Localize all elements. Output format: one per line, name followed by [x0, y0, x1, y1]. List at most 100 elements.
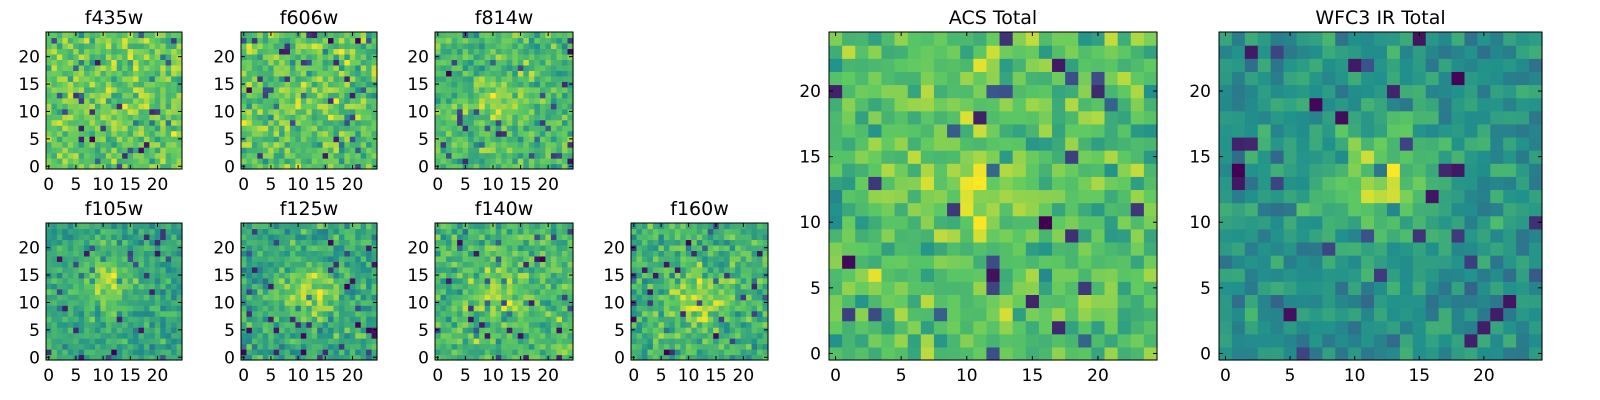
heatmap-cell — [435, 103, 442, 110]
heatmap-cell — [149, 75, 156, 82]
heatmap-cell — [360, 59, 367, 66]
heatmap-cell — [78, 272, 85, 279]
heatmap-cell — [658, 283, 665, 290]
heatmap-cell — [366, 147, 373, 154]
heatmap-cell — [724, 244, 731, 251]
heatmap-cell — [322, 239, 329, 246]
heatmap-cell — [457, 42, 464, 50]
heatmap-cell — [479, 114, 486, 121]
heatmap-cell — [440, 239, 447, 246]
heatmap-cell — [284, 305, 291, 312]
heatmap-cell — [328, 103, 335, 110]
heatmap-cell — [1052, 294, 1066, 309]
heatmap-cell — [360, 64, 367, 71]
heatmap-cell — [116, 53, 123, 60]
heatmap-cell — [262, 228, 269, 235]
heatmap-cell — [631, 343, 638, 350]
heatmap-cell — [907, 215, 922, 230]
heatmap-cell — [344, 327, 351, 334]
heatmap-cell — [446, 316, 453, 323]
heatmap-cell — [268, 86, 275, 93]
heatmap-cell — [490, 299, 497, 306]
heatmap-cell — [484, 32, 491, 39]
heatmap-cell — [462, 255, 469, 262]
heatmap-cell — [855, 202, 869, 217]
heatmap-cell — [641, 239, 649, 246]
heatmap-cell — [306, 130, 313, 137]
heatmap-cell — [171, 42, 178, 50]
heatmap-cell — [534, 42, 541, 50]
heatmap-cell — [165, 125, 172, 132]
heatmap-cell — [73, 343, 80, 350]
heatmap-cell — [479, 97, 486, 104]
heatmap-cell — [435, 239, 442, 246]
heatmap-cell — [468, 119, 475, 126]
heatmap-cell — [67, 354, 74, 361]
heatmap-cell — [702, 310, 709, 317]
heatmap-cell — [517, 108, 524, 115]
heatmap-cell — [523, 92, 530, 99]
heatmap-cell — [829, 268, 843, 282]
heatmap-cell — [306, 59, 313, 66]
heatmap-cell — [111, 141, 118, 148]
heatmap-cell — [78, 152, 85, 159]
heatmap-cell — [999, 228, 1014, 243]
y-tick-label: 15 — [18, 75, 40, 95]
heatmap-cell — [1052, 189, 1066, 204]
heatmap-cell — [1052, 333, 1066, 348]
heatmap-cell — [355, 244, 362, 251]
heatmap-cell — [855, 320, 869, 335]
heatmap-cell — [111, 261, 118, 268]
heatmap-cell — [735, 277, 742, 284]
heatmap-cell — [435, 255, 442, 262]
heatmap-cell — [56, 338, 63, 345]
heatmap-cell — [143, 338, 150, 345]
heatmap-cell — [105, 75, 112, 82]
heatmap-cell — [855, 255, 869, 269]
heatmap-cell — [691, 288, 698, 295]
heatmap-cell — [1052, 202, 1066, 217]
heatmap-cell — [279, 327, 286, 334]
heatmap-cell — [451, 338, 458, 345]
heatmap-cell — [149, 53, 156, 60]
heatmap-cell — [920, 176, 935, 191]
heatmap-cell — [262, 305, 269, 312]
heatmap-cell — [160, 92, 167, 99]
heatmap-cell — [279, 59, 286, 66]
heatmap-cell — [1117, 294, 1132, 309]
heatmap-cell — [947, 241, 961, 256]
heatmap-cell — [829, 346, 843, 361]
heatmap-cell — [165, 266, 172, 273]
heatmap-cell — [67, 37, 74, 44]
heatmap-cell — [289, 321, 296, 328]
heatmap-cell — [446, 349, 453, 356]
heatmap-cell — [647, 272, 654, 279]
heatmap-cell — [46, 152, 53, 159]
heatmap-cell — [561, 130, 569, 137]
heatmap-cell — [273, 272, 280, 279]
heatmap-cell — [740, 316, 747, 323]
heatmap-cell — [105, 152, 112, 159]
heatmap-cell — [295, 48, 302, 55]
heatmap-cell — [462, 310, 469, 317]
heatmap-cell — [89, 81, 96, 88]
heatmap-cell — [746, 343, 753, 350]
heatmap-cell — [440, 158, 447, 165]
heatmap-cell — [1038, 268, 1053, 282]
heatmap-cell — [333, 316, 340, 323]
heatmap-cell — [73, 233, 80, 241]
heatmap-cell — [268, 158, 275, 165]
heatmap-cell — [322, 48, 329, 55]
heatmap-cell — [257, 321, 264, 328]
heatmap-cell — [289, 64, 296, 71]
heatmap-cell — [138, 343, 145, 350]
heatmap-cell — [262, 233, 269, 241]
heatmap-cell — [355, 283, 362, 290]
heatmap-cell — [534, 136, 541, 143]
heatmap-cell — [322, 332, 329, 339]
heatmap-cell — [133, 53, 140, 60]
heatmap-cell — [663, 250, 670, 257]
heatmap-cell — [317, 59, 324, 66]
heatmap-cell — [960, 255, 974, 269]
heatmap-cell — [257, 53, 264, 60]
